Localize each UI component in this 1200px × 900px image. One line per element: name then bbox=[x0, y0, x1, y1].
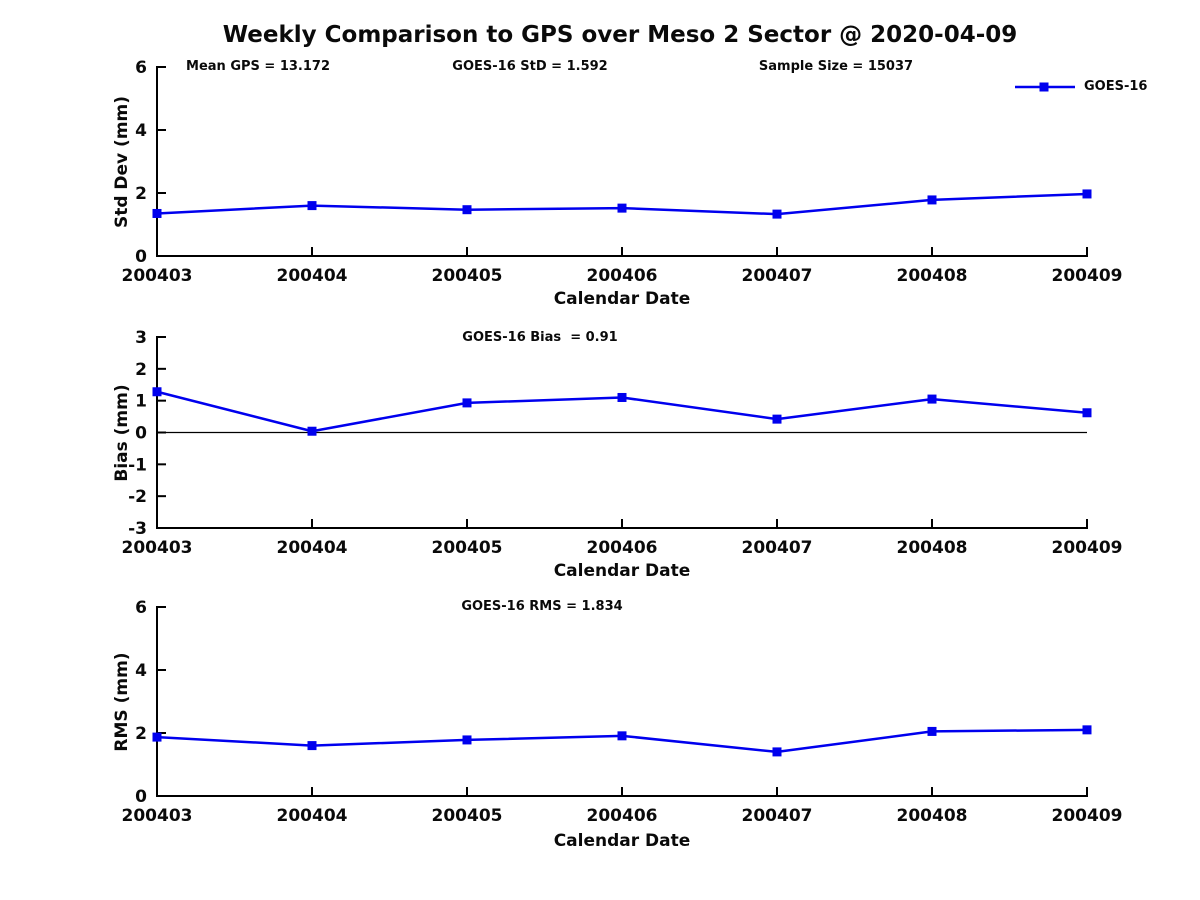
data-point-marker bbox=[772, 747, 782, 757]
y-tick-label: 0 bbox=[135, 787, 147, 807]
data-point-marker bbox=[927, 195, 937, 205]
y-tick-label: 2 bbox=[135, 360, 147, 380]
annotation-goes16-std: GOES-16 StD = 1.592 bbox=[452, 59, 608, 74]
data-point-marker bbox=[617, 203, 627, 213]
data-point-marker bbox=[462, 398, 472, 408]
x-tick-label: 200403 bbox=[122, 806, 193, 826]
data-point-marker bbox=[1082, 189, 1092, 199]
y-tick-label: -1 bbox=[128, 455, 147, 475]
y-axis-label-rms: RMS (mm) bbox=[112, 652, 132, 752]
data-point-marker bbox=[307, 201, 317, 211]
annotation-goes16-rms: GOES-16 RMS = 1.834 bbox=[461, 599, 623, 614]
x-tick-label: 200406 bbox=[587, 806, 658, 826]
legend-label: GOES-16 bbox=[1084, 79, 1148, 94]
x-tick-label: 200407 bbox=[742, 538, 813, 558]
y-tick-label: 4 bbox=[135, 121, 147, 141]
data-point-marker bbox=[1082, 408, 1092, 418]
x-axis-label-calendar-date-3: Calendar Date bbox=[553, 831, 691, 851]
y-tick-label: 2 bbox=[135, 724, 147, 744]
x-tick-label: 200409 bbox=[1052, 266, 1123, 286]
data-point-marker bbox=[772, 209, 782, 219]
x-tick-label: 200408 bbox=[897, 806, 968, 826]
subplot-rms: 0 2 4 6 200403 200404 200405 200406 200407 200408… bbox=[122, 598, 1123, 826]
x-tick-label: 200407 bbox=[742, 266, 813, 286]
annotation-goes16-bias: GOES-16 Bias = 0.91 bbox=[462, 330, 618, 345]
data-point-marker bbox=[1082, 725, 1092, 735]
legend: GOES-16 bbox=[1014, 79, 1147, 94]
data-point-marker bbox=[617, 731, 627, 741]
y-tick-label: 4 bbox=[135, 661, 147, 681]
legend-line-marker-icon bbox=[1015, 82, 1075, 91]
x-tick-label: 200408 bbox=[897, 266, 968, 286]
x-tick-label: 200403 bbox=[122, 538, 193, 558]
data-point-marker bbox=[307, 741, 317, 751]
data-point-marker bbox=[152, 387, 162, 397]
y-tick-label: 2 bbox=[135, 184, 147, 204]
annotation-mean-gps: Mean GPS = 13.172 bbox=[186, 59, 330, 74]
x-tick-label: 200403 bbox=[122, 266, 193, 286]
x-tick-label: 200405 bbox=[432, 806, 503, 826]
y-axis-label-std-dev: Std Dev (mm) bbox=[112, 95, 132, 229]
data-point-marker bbox=[772, 414, 782, 424]
data-point-marker bbox=[152, 732, 162, 742]
data-point-marker bbox=[307, 426, 317, 436]
data-point-marker bbox=[152, 208, 162, 218]
x-axis-label-calendar-date-2: Calendar Date bbox=[553, 561, 691, 581]
y-tick-label: 0 bbox=[135, 424, 147, 444]
data-point-marker bbox=[927, 726, 937, 736]
x-tick-label: 200404 bbox=[277, 806, 348, 826]
data-point-marker bbox=[462, 735, 472, 745]
x-tick-label: 200404 bbox=[277, 538, 348, 558]
data-point-marker bbox=[462, 205, 472, 215]
y-axis-label-bias: Bias (mm) bbox=[112, 384, 132, 482]
y-tick-label: -3 bbox=[128, 519, 147, 539]
data-point-marker bbox=[927, 394, 937, 404]
figure-title: Weekly Comparison to GPS over Meso 2 Sec… bbox=[222, 22, 1018, 48]
annotation-sample-size: Sample Size = 15037 bbox=[758, 59, 914, 74]
y-tick-label: 6 bbox=[135, 58, 147, 78]
subplot-bias: -3 -2 -1 0 1 2 3 200403 200404 200405 200406 200407… bbox=[122, 328, 1123, 558]
x-tick-label: 200404 bbox=[277, 266, 348, 286]
y-tick-label: 3 bbox=[135, 328, 147, 348]
x-tick-label: 200409 bbox=[1052, 806, 1123, 826]
x-tick-label: 200405 bbox=[432, 538, 503, 558]
y-tick-label: -2 bbox=[128, 487, 147, 507]
y-tick-label: 1 bbox=[135, 392, 147, 412]
subplot-std-dev: 0 2 4 6 200403 200404 200405 200406 200407 200408… bbox=[122, 58, 1123, 286]
y-tick-label: 0 bbox=[135, 247, 147, 267]
x-tick-label: 200406 bbox=[587, 538, 658, 558]
x-tick-label: 200406 bbox=[587, 266, 658, 286]
x-tick-label: 200407 bbox=[742, 806, 813, 826]
y-tick-label: 6 bbox=[135, 598, 147, 618]
x-axis-label-calendar-date-1: Calendar Date bbox=[553, 289, 691, 309]
x-tick-label: 200405 bbox=[432, 266, 503, 286]
x-tick-label: 200409 bbox=[1052, 538, 1123, 558]
x-tick-label: 200408 bbox=[897, 538, 968, 558]
data-point-marker bbox=[617, 392, 627, 402]
